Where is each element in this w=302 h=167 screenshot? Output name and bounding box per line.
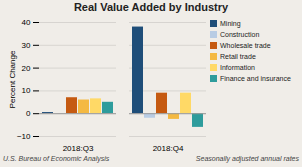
html-text:Mining: Mining (220, 20, 241, 27)
html-text:U.S. Bureau of Economic Analys: U.S. Bureau of Economic Analysis (3, 155, 110, 162)
svg-text:40: 40 (22, 18, 31, 27)
html-text:Construction: Construction (220, 31, 260, 38)
html-text:Wholesale trade: Wholesale trade (220, 42, 271, 49)
svg-text:20: 20 (22, 64, 31, 73)
svg-text:2018:Q4: 2018:Q4 (153, 144, 184, 153)
svg-text:0: 0 (26, 109, 31, 118)
html-text:Retail trade: Retail trade (220, 53, 256, 60)
html-text:Real Value Added by Industry: Real Value Added by Industry (73, 1, 229, 13)
svg-text:Percent Change: Percent Change (8, 50, 17, 108)
svg-text:10: 10 (22, 86, 31, 95)
html-text:Finance and insurance: Finance and insurance (220, 75, 291, 82)
html-text:Information: Information (220, 64, 255, 71)
svg-text:−10: −10 (17, 132, 31, 141)
svg-text:30: 30 (22, 41, 31, 50)
svg-text:2018:Q3: 2018:Q3 (63, 144, 94, 153)
html-text:Seasonally adjusted annual rat: Seasonally adjusted annual rates (195, 155, 299, 162)
